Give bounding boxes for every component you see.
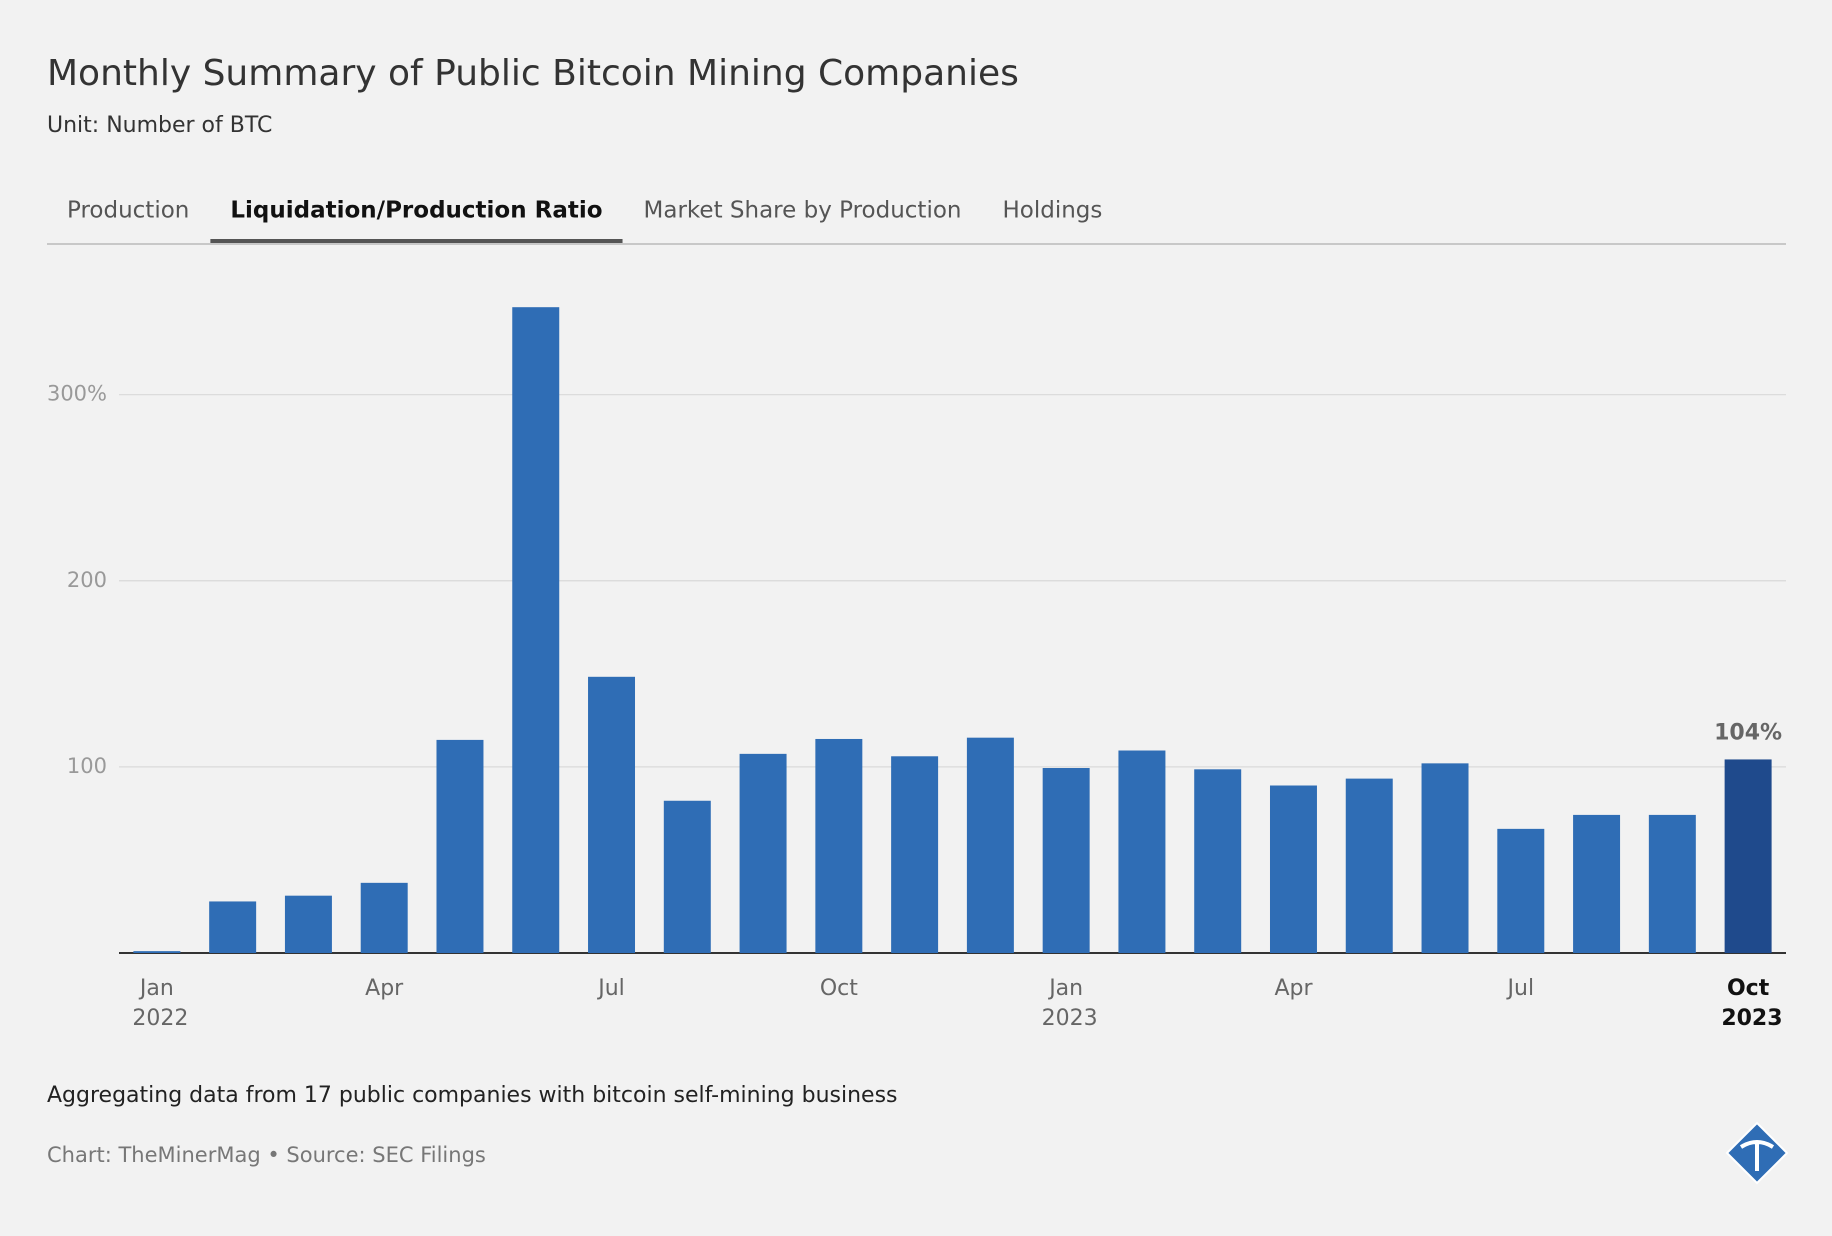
bar [284, 895, 332, 953]
x-tick-label: Jul [596, 976, 625, 1001]
x-tick-label: Oct [820, 976, 858, 1001]
x-tick-label: Jan 2023 [1035, 976, 1098, 1031]
logo [1725, 1121, 1789, 1185]
bar [663, 800, 711, 953]
chart-credit: Chart: TheMinerMag • Source: SEC Filings [47, 1143, 486, 1167]
value-label: 104% [1714, 720, 1782, 745]
bar [1118, 750, 1166, 953]
bar [512, 307, 560, 953]
bar [1421, 763, 1469, 953]
bar [209, 901, 257, 953]
x-tick-label: Jan 2022 [125, 976, 188, 1031]
bar [133, 951, 181, 953]
bar [1194, 769, 1242, 953]
y-tick-label: 300% [47, 382, 107, 406]
bar [360, 882, 408, 953]
bar [739, 753, 787, 953]
bar [891, 756, 939, 953]
bar [1345, 778, 1393, 953]
bar [1042, 768, 1090, 953]
bar [1497, 828, 1545, 953]
x-tick-label: Jul [1506, 976, 1535, 1001]
x-tick-label: Oct 2023 [1714, 976, 1783, 1031]
bar [1724, 759, 1772, 953]
bar [436, 739, 484, 953]
bar [1648, 814, 1696, 953]
tab[interactable]: Liquidation/Production Ratio [230, 198, 602, 224]
x-tick-label: Apr [365, 976, 404, 1001]
bar [1269, 785, 1317, 953]
chart-title: Monthly Summary of Public Bitcoin Mining… [47, 53, 1019, 94]
logo-pick [1739, 1140, 1775, 1171]
x-tick-label: Apr [1274, 976, 1313, 1001]
bar [1573, 814, 1621, 953]
y-tick-label: 100 [67, 754, 107, 778]
tab[interactable]: Production [67, 198, 189, 224]
bar [966, 737, 1014, 953]
y-tick-label: 200 [67, 568, 107, 592]
tab[interactable]: Market Share by Production [644, 198, 962, 224]
bar [815, 738, 863, 953]
chart-subtitle: Unit: Number of BTC [47, 113, 272, 138]
bar [588, 676, 636, 953]
tab-underline [210, 239, 623, 243]
tab[interactable]: Holdings [1002, 198, 1102, 224]
chart-note: Aggregating data from 17 public companie… [47, 1083, 898, 1108]
